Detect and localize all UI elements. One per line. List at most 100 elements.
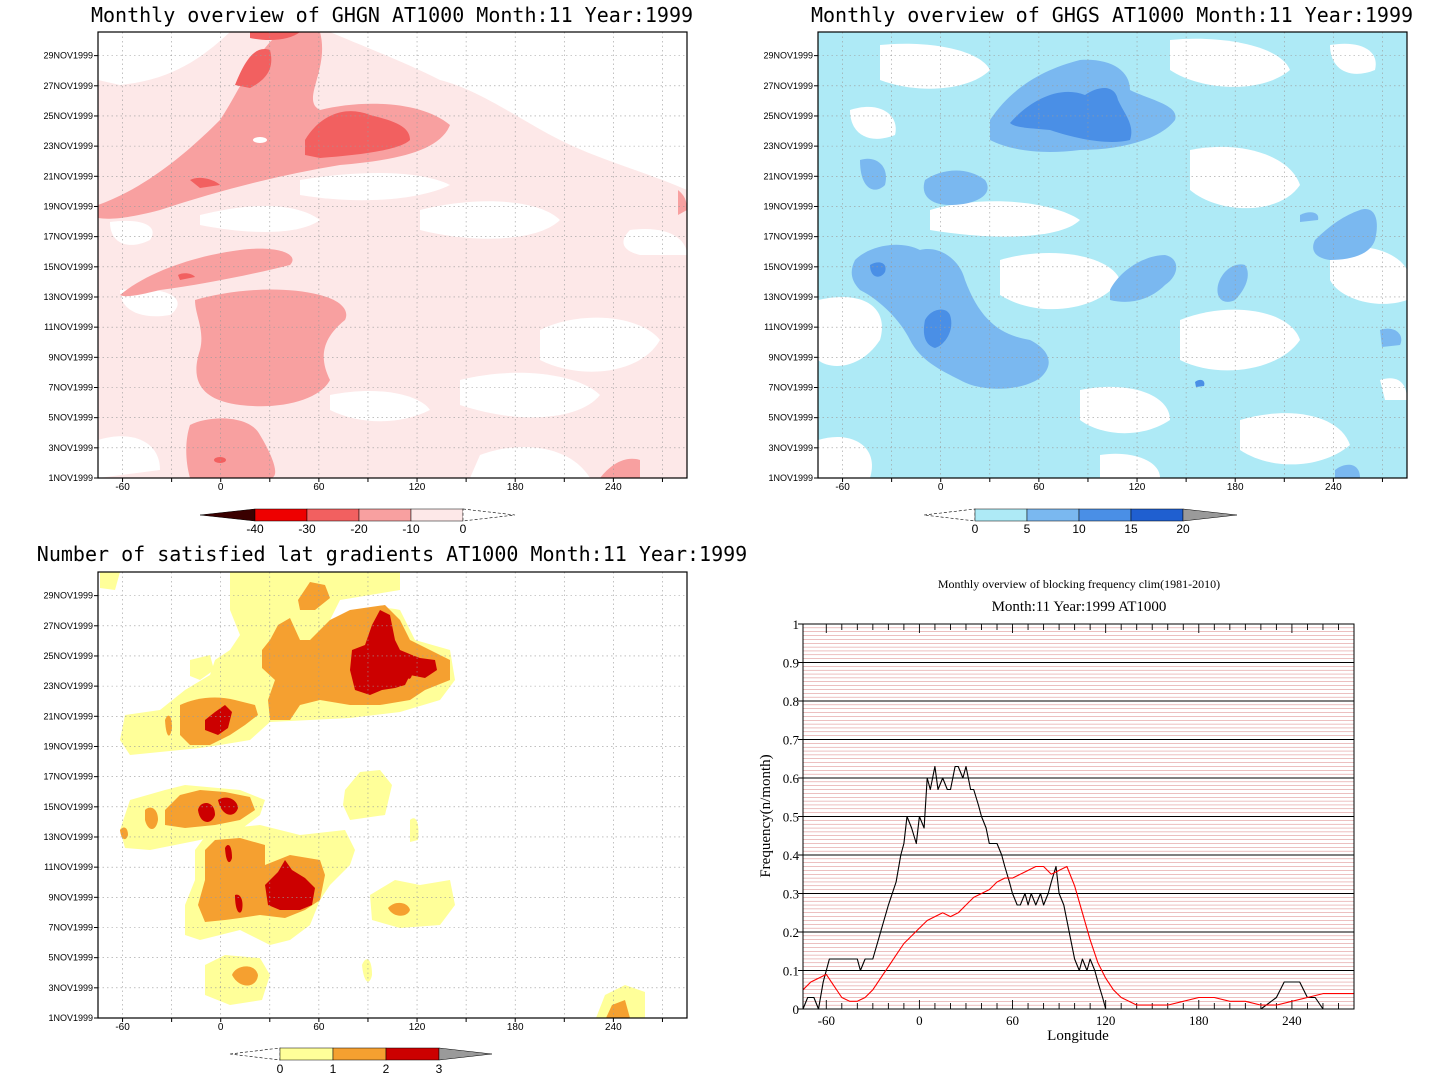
count-cbar-label-4: 3 (436, 1062, 443, 1076)
count-date-ticks: 1NOV1999 3NOV1999 5NOV1999 7NOV1999 9NOV1999… (43, 591, 98, 1023)
freq-y-tick-label: 1 (793, 617, 800, 632)
freq-title: Monthly overview of blocking frequency c… (938, 577, 1220, 591)
panel-ghgn-title: Monthly overview of GHGN AT1000 Month:11… (91, 3, 693, 27)
ghgs-cbar-label-5: 20 (1176, 522, 1190, 536)
count-lon-label: 180 (507, 1022, 524, 1033)
ghgn-level-10 (98, 32, 687, 478)
count-date-label: 7NOV1999 (48, 922, 93, 932)
ghgs-date-label: 7NOV1999 (768, 382, 813, 392)
freq-subtitle: Month:11 Year:1999 AT1000 (992, 599, 1167, 615)
ghgs-lon-label: -60 (835, 482, 850, 493)
panel-ghgs-title: Monthly overview of GHGS AT1000 Month:11… (811, 3, 1413, 27)
ghgs-frame (817, 31, 1408, 479)
count-date-label: 17NOV1999 (43, 772, 93, 782)
ghgn-cbar-label-2: -30 (298, 522, 316, 536)
ghgs-zero-regions (818, 38, 1407, 478)
ghgn-lon-label: 180 (507, 482, 524, 493)
ghgs-lon-label: 120 (1129, 482, 1146, 493)
ghgn-lon-label: 0 (218, 482, 224, 493)
count-date-label: 29NOV1999 (43, 591, 93, 601)
freq-y-tick-label: 0.2 (783, 925, 799, 940)
ghgn-lon-ticks: -60 0 60 120 180 240 (115, 478, 663, 493)
ghgn-date-label: 3NOV1999 (48, 443, 93, 453)
freq-y-axis-label: Frequency(n/month) (758, 754, 774, 877)
ghgs-lon-label: 60 (1033, 482, 1045, 493)
count-cbar-label-3: 2 (383, 1062, 390, 1076)
freq-y-ticks: 0 0.1 0.2 0.3 0.4 0.5 0.6 0.7 0.8 0.9 1 (783, 617, 803, 1017)
panel-ghgs: Monthly overview of GHGS AT1000 Month:11… (763, 3, 1413, 536)
ghgn-lon-label: 60 (313, 482, 325, 493)
freq-y-tick-label: 0.3 (783, 887, 799, 902)
freq-x-tick-label: -60 (818, 1013, 835, 1028)
ghgs-grid (818, 32, 1407, 478)
ghgn-field (98, 32, 687, 478)
ghgn-date-label: 5NOV1999 (48, 413, 93, 423)
panel-count: Number of satisfied lat gradients AT1000… (37, 542, 747, 1076)
ghgs-lon-label: 0 (938, 482, 944, 493)
ghgs-date-label: 19NOV1999 (763, 201, 813, 211)
ghgs-date-ticks: 1NOV1999 3NOV1999 5NOV1999 7NOV1999 9NOV1999… (763, 51, 818, 483)
ghgs-date-label: 13NOV1999 (763, 292, 813, 302)
ghgs-date-label: 11NOV1999 (764, 322, 813, 332)
ghgs-date-label: 29NOV1999 (763, 51, 813, 61)
freq-y-tick-label: 0.8 (783, 694, 799, 709)
ghgn-cbar-label-1: -40 (246, 522, 264, 536)
ghgn-date-label: 27NOV1999 (43, 81, 93, 91)
count-date-label: 9NOV1999 (48, 892, 93, 902)
count-grid (98, 572, 687, 1018)
ghgn-date-label: 29NOV1999 (43, 51, 93, 61)
count-cbar-label-2: 1 (330, 1062, 337, 1076)
ghgs-level-10 (870, 88, 1205, 387)
freq-y-tick-label: 0.6 (783, 771, 800, 786)
ghgs-lon-label: 180 (1227, 482, 1244, 493)
ghgs-colorbar: 0 5 10 15 20 (923, 508, 1238, 536)
ghgn-cbar-label-3: -20 (350, 522, 368, 536)
ghgs-date-label: 25NOV1999 (763, 111, 813, 121)
freq-y-tick-label: 0.4 (783, 848, 800, 863)
count-date-label: 11NOV1999 (44, 862, 93, 872)
count-field (98, 572, 687, 1018)
ghgs-lon-ticks: -60 0 60 120 180 240 (835, 478, 1383, 493)
ghgn-frame (97, 31, 688, 479)
ghgn-date-label: 19NOV1999 (43, 201, 93, 211)
ghgs-cbar-label-3: 10 (1072, 522, 1086, 536)
count-lon-label: 0 (218, 1022, 224, 1033)
count-lon-ticks: -60 0 60 120 180 240 (115, 1018, 663, 1033)
count-date-label: 3NOV1999 (48, 983, 93, 993)
freq-series-line-2 (802, 865, 1354, 1006)
freq-minor-grid (803, 627, 1354, 1006)
ghgn-date-label: 1NOV1999 (48, 473, 93, 483)
count-date-label: 21NOV1999 (43, 711, 93, 721)
freq-y-tick-label: 0.7 (783, 733, 800, 748)
freq-y-tick-label: 0.9 (783, 656, 799, 671)
freq-x-tick-label: 240 (1282, 1013, 1302, 1028)
count-level-3 (198, 610, 437, 913)
ghgn-lon-label: 120 (409, 482, 426, 493)
ghgn-date-label: 11NOV1999 (44, 322, 93, 332)
ghgs-date-label: 5NOV1999 (768, 413, 813, 423)
freq-x-tick-label: 0 (916, 1013, 923, 1028)
ghgn-small-hole (253, 137, 267, 143)
count-cbar-label-1: 0 (277, 1062, 284, 1076)
ghgn-grid (98, 32, 687, 478)
ghgs-field (818, 32, 1407, 478)
count-lon-label: 240 (605, 1022, 622, 1033)
freq-y-tick-label: 0.1 (783, 964, 799, 979)
freq-x-tick-label: 180 (1189, 1013, 1209, 1028)
count-colorbar: 0 1 2 3 (229, 1047, 493, 1076)
freq-frame (802, 623, 1355, 1010)
ghgn-lon-label: -60 (115, 482, 130, 493)
ghgs-date-label: 21NOV1999 (763, 171, 813, 181)
freq-x-tick-label: 120 (1096, 1013, 1116, 1028)
ghgn-cbar-label-4: -10 (402, 522, 420, 536)
ghgn-small-blob (214, 457, 226, 463)
count-date-label: 25NOV1999 (43, 651, 93, 661)
ghgn-level-20 (178, 32, 410, 280)
ghgs-cbar-label-1: 0 (972, 522, 979, 536)
ghgs-lon-label: 240 (1325, 482, 1342, 493)
panel-frequency: Monthly overview of blocking frequency c… (758, 577, 1355, 1044)
ghgn-date-label: 7NOV1999 (48, 382, 93, 392)
ghgs-date-label: 27NOV1999 (763, 81, 813, 91)
count-date-label: 5NOV1999 (48, 953, 93, 963)
panel-count-title: Number of satisfied lat gradients AT1000… (37, 542, 747, 566)
